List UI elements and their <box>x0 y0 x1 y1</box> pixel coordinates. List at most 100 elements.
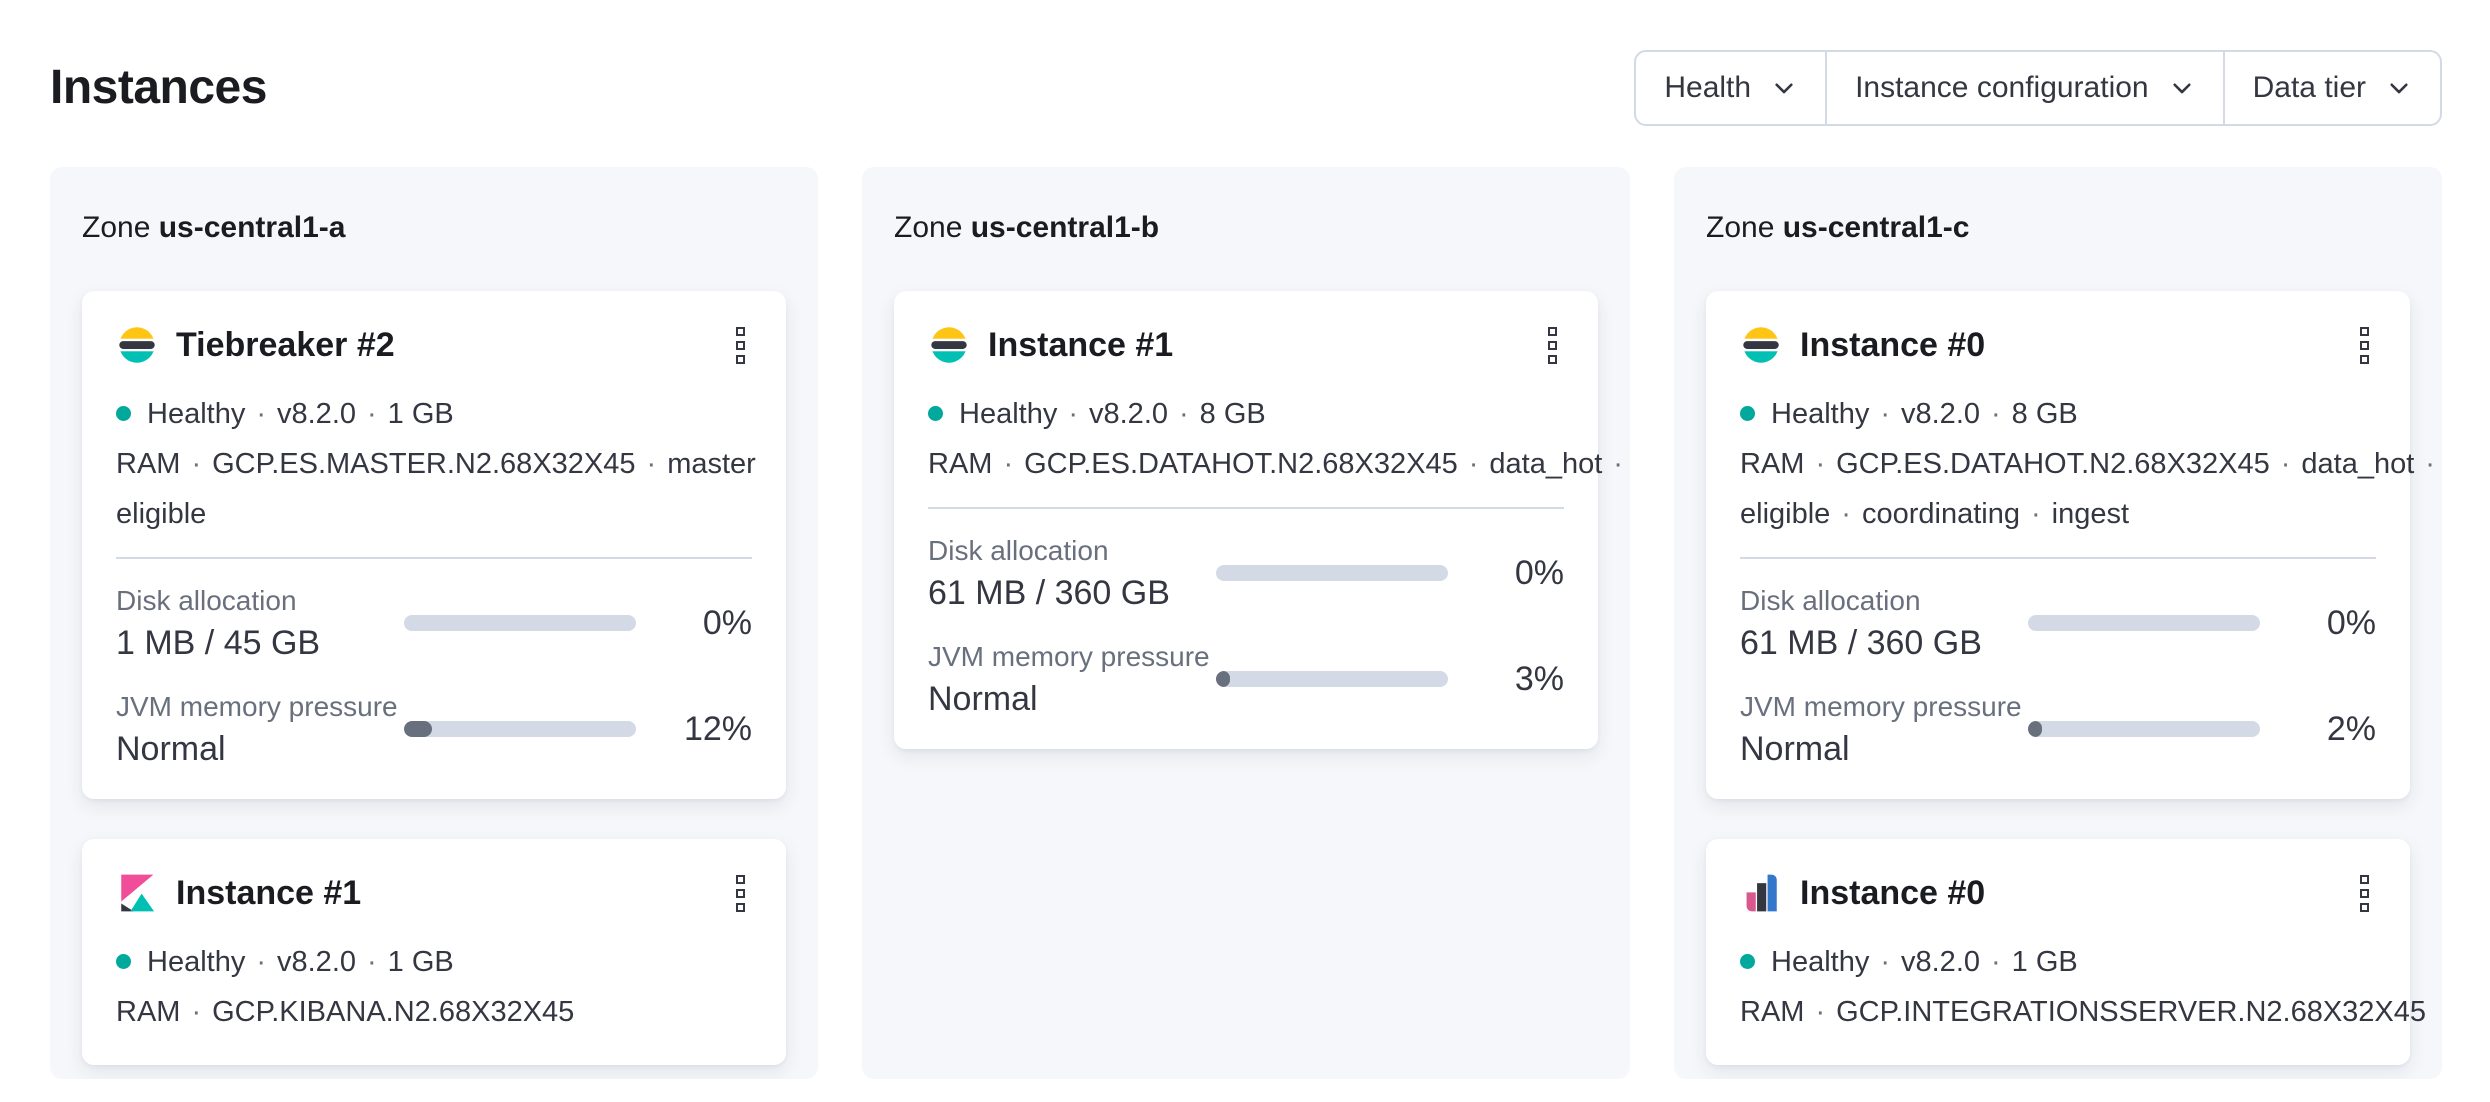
filter-data-tier-label: Data tier <box>2252 71 2366 104</box>
metric-percent: 0% <box>1514 553 1564 592</box>
filter-group: Health Instance configuration Data tier <box>1634 50 2442 126</box>
instance-meta: Healthy · v8.2.0 · 1 GB RAM · GCP.KIBANA.N2.68… <box>116 937 752 1037</box>
instance-meta: Healthy · v8.2.0 · 8 GB RAM · GCP.ES.DATAHOT.N… <box>1740 389 2435 539</box>
elasticsearch-logo-icon <box>116 324 158 366</box>
zone-name: us-central1-b <box>970 211 1160 244</box>
metric-value: 61 MB / 360 GB <box>928 574 1170 612</box>
health-dot <box>1740 954 1755 969</box>
zone-title-prefix: Zone <box>1706 211 1775 244</box>
instance-menu-button[interactable] <box>718 869 762 917</box>
metric-percent: 2% <box>2326 709 2376 748</box>
instance-card-es-1: Instance #1 Healthy · v8.2.0 · 8 GB RAM · GCP.… <box>894 291 1623 749</box>
card-header: Instance #1 <box>928 321 1564 369</box>
zones-row: Zone us-central1-a Tiebreaker #2 <box>50 167 2442 1079</box>
elasticsearch-logo-icon <box>928 324 970 366</box>
boxes-vertical-icon <box>735 874 745 912</box>
instance-title: Instance #0 <box>1800 326 1986 364</box>
metric-label: Disk allocation <box>116 585 297 616</box>
zone-title-prefix: Zone <box>82 211 151 244</box>
boxes-vertical-icon <box>735 326 745 364</box>
filter-data-tier-button[interactable]: Data tier <box>2222 52 2440 124</box>
instance-menu-button[interactable] <box>2342 869 2386 917</box>
metric-value: 1 MB / 45 GB <box>116 624 321 662</box>
divider <box>1740 557 2376 559</box>
kibana-logo-icon <box>116 872 158 914</box>
metric-percent: 3% <box>1514 659 1564 698</box>
boxes-vertical-icon <box>2359 326 2369 364</box>
zone-panel-us-central1-b: Zone us-central1-b Instance #1 <box>862 167 1630 1079</box>
health-dot <box>928 406 943 421</box>
metrics: Disk allocation 1 MB / 45 GB 0% JVM memo… <box>116 581 752 771</box>
metric-value: 61 MB / 360 GB <box>1740 624 1982 662</box>
instance-title: Instance #1 <box>176 874 362 912</box>
card-header: Instance #1 <box>116 869 752 917</box>
instance-meta-text: Healthy · v8.2.0 · 1 GB RAM · GCP.INTEGRATIONS… <box>1740 946 2427 1028</box>
card-header: Tiebreaker #2 <box>116 321 752 369</box>
zone-name: us-central1-a <box>158 211 346 244</box>
zone-title: Zone us-central1-c <box>1706 209 2410 247</box>
instance-meta-text: Healthy · v8.2.0 · 1 GB RAM · GCP.ES.MASTER.N2… <box>116 398 756 530</box>
instance-card-integrations-0: Instance #0 Healthy · v8.2.0 · 1 GB RAM · GCP.… <box>1706 839 2426 1065</box>
divider <box>928 507 1564 509</box>
metric-value: Normal <box>1740 730 1850 768</box>
metric-jvm-memory-pressure: JVM memory pressure Normal 2% <box>1740 687 2376 771</box>
chevron-down-icon <box>1775 83 1793 94</box>
metric-percent: 0% <box>2326 603 2376 642</box>
instance-card-es-0: Instance #0 Healthy · v8.2.0 · 8 GB RAM · GCP.… <box>1706 291 2435 799</box>
metric-percent: 12% <box>683 709 752 748</box>
page-title: Instances <box>50 61 267 114</box>
progress-bar <box>1216 565 1448 581</box>
integrations-server-logo-icon <box>1740 872 1782 914</box>
metric-disk-allocation: Disk allocation 61 MB / 360 GB 0% <box>1740 581 2376 665</box>
metric-label: JVM memory pressure <box>1740 691 2022 722</box>
instance-menu-button[interactable] <box>2342 321 2386 369</box>
filter-instance-configuration-label: Instance configuration <box>1855 71 2149 104</box>
metric-label: Disk allocation <box>928 535 1109 566</box>
metric-label: JVM memory pressure <box>116 691 398 722</box>
boxes-vertical-icon <box>2359 874 2369 912</box>
progress-bar <box>404 615 636 631</box>
health-dot <box>1740 406 1755 421</box>
instance-title: Instance #1 <box>988 326 1174 364</box>
instance-menu-button[interactable] <box>718 321 762 369</box>
instance-meta-text: Healthy · v8.2.0 · 8 GB RAM · GCP.ES.DATAHOT.N… <box>1740 398 2435 530</box>
health-dot <box>116 954 131 969</box>
elasticsearch-logo-icon <box>1740 324 1782 366</box>
boxes-vertical-icon <box>1547 326 1557 364</box>
instance-meta: Healthy · v8.2.0 · 8 GB RAM · GCP.ES.DATAHOT.N… <box>928 389 1623 489</box>
instance-meta-text: Healthy · v8.2.0 · 1 GB RAM · GCP.KIBANA.N2.68… <box>116 946 575 1028</box>
metric-jvm-memory-pressure: JVM memory pressure Normal 3% <box>928 637 1564 721</box>
zone-panel-us-central1-c: Zone us-central1-c Instance #0 <box>1674 167 2442 1079</box>
filter-instance-configuration-button[interactable]: Instance configuration <box>1825 52 2223 124</box>
instance-meta-text: Healthy · v8.2.0 · 8 GB RAM · GCP.ES.DATAHOT.N… <box>928 398 1623 480</box>
instance-menu-button[interactable] <box>1530 321 1574 369</box>
instance-card-kibana-1: Instance #1 Healthy · v8.2.0 · 1 GB RAM · GCP.… <box>82 839 786 1065</box>
card-header: Instance #0 <box>1740 869 2376 917</box>
instance-meta: Healthy · v8.2.0 · 1 GB RAM · GCP.ES.MASTER.N2… <box>116 389 756 539</box>
health-dot <box>116 406 131 421</box>
instance-card-tiebreaker-2: Tiebreaker #2 Healthy · v8.2.0 · 1 GB RAM · GC… <box>82 291 786 799</box>
metrics: Disk allocation 61 MB / 360 GB 0% JVM me… <box>928 531 1564 721</box>
instance-title: Tiebreaker #2 <box>176 326 395 364</box>
card-header: Instance #0 <box>1740 321 2376 369</box>
chevron-down-icon <box>2172 83 2191 94</box>
divider <box>116 557 752 559</box>
zone-title: Zone us-central1-b <box>894 209 1598 247</box>
metric-label: Disk allocation <box>1740 585 1921 616</box>
zone-title-prefix: Zone <box>894 211 963 244</box>
metric-percent: 0% <box>702 603 752 642</box>
metric-label: JVM memory pressure <box>928 641 1210 672</box>
metric-jvm-memory-pressure: JVM memory pressure Normal 12% <box>116 687 752 771</box>
page-header: Instances Health Instance configuration … <box>0 0 2490 126</box>
filter-health-button[interactable]: Health <box>1636 52 1825 124</box>
zone-name: us-central1-c <box>1782 211 1970 244</box>
instance-title: Instance #0 <box>1800 874 1986 912</box>
chevron-down-icon <box>2390 83 2408 94</box>
zone-title: Zone us-central1-a <box>82 209 786 247</box>
instance-meta: Healthy · v8.2.0 · 1 GB RAM · GCP.INTEGRATIONS… <box>1740 937 2426 1037</box>
metric-value: Normal <box>928 680 1038 718</box>
metrics: Disk allocation 61 MB / 360 GB 0% JVM me… <box>1740 581 2376 771</box>
progress-bar <box>1216 671 1448 687</box>
filter-health-label: Health <box>1664 71 1752 104</box>
progress-bar <box>2028 721 2260 737</box>
